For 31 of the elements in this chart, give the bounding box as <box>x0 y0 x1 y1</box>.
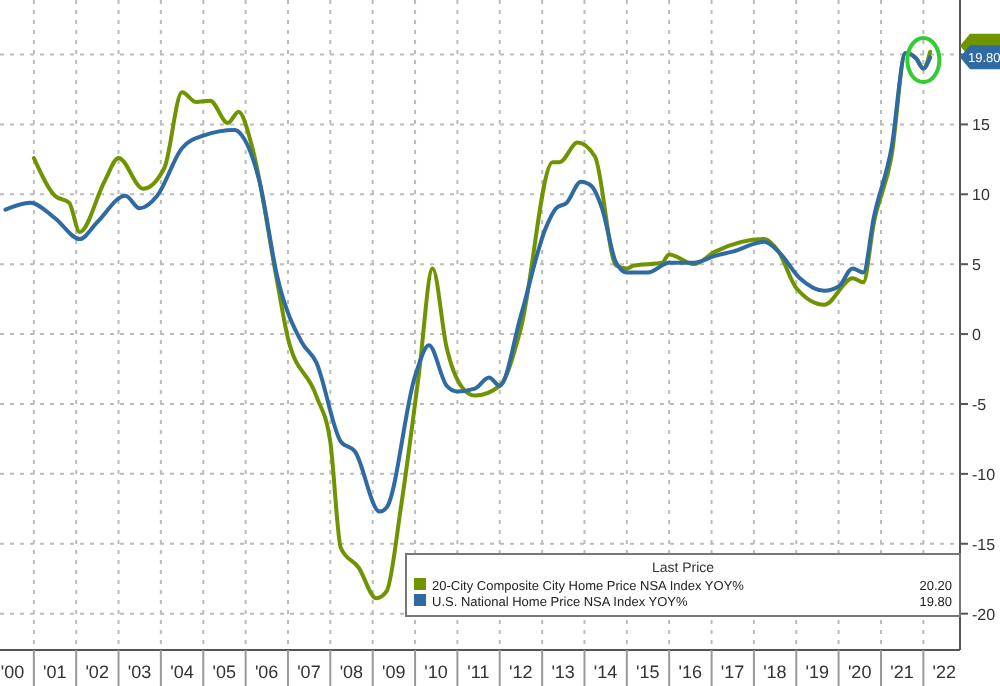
x-tick-label: '20 <box>847 662 872 682</box>
x-tick-label: '22 <box>932 662 957 682</box>
x-tick-label: '19 <box>805 662 829 682</box>
x-tick-label: '17 <box>720 662 745 682</box>
y-tick-label: 5 <box>972 256 982 275</box>
x-tick-label: '14 <box>593 662 618 682</box>
y-tick-label: -15 <box>972 535 997 554</box>
x-tick-label: '09 <box>381 662 406 682</box>
x-tick-label: '11 <box>467 662 490 682</box>
x-tick-label: '07 <box>297 662 321 682</box>
x-tick-label: '18 <box>763 662 787 682</box>
x-tick-label: '04 <box>170 662 194 682</box>
x-tick-label: '21 <box>890 662 914 682</box>
x-tick-label: '13 <box>551 662 575 682</box>
y-tick-label: -5 <box>972 395 988 414</box>
x-tick-label: '10 <box>424 662 448 682</box>
x-tick-label: '05 <box>212 662 237 682</box>
x-tick-label: '02 <box>85 662 109 682</box>
x-tick-label: '16 <box>678 662 702 682</box>
x-tick-label: '01 <box>43 662 67 682</box>
y-tick-label: -20 <box>972 605 997 624</box>
y-tick-label: -10 <box>972 465 997 484</box>
y-tick-label: 0 <box>972 326 982 345</box>
x-tick-label: '08 <box>339 662 364 682</box>
x-tick-label: '03 <box>127 662 152 682</box>
x-tick-label: '12 <box>509 662 533 682</box>
y-tick-label: 15 <box>972 116 991 135</box>
x-tick-label: '00 <box>0 662 25 682</box>
x-tick-label: '15 <box>636 662 660 682</box>
y-tick-label: 10 <box>972 186 991 205</box>
x-tick-label: '06 <box>254 662 279 682</box>
